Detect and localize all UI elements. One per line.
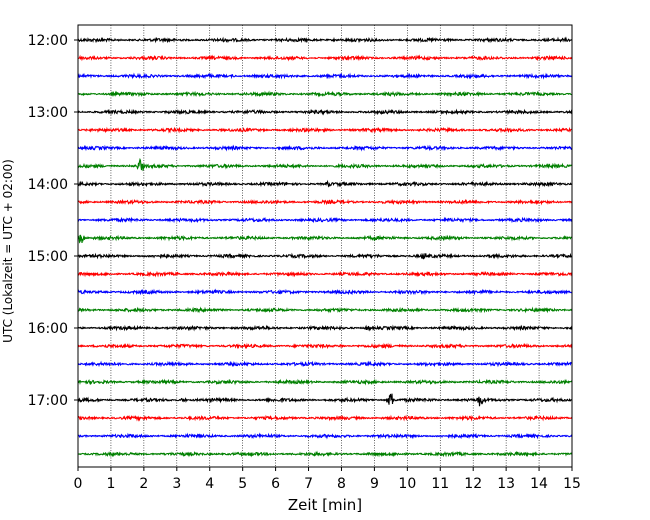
trace-line	[77, 342, 573, 350]
trace-line	[77, 72, 573, 80]
trace-line	[77, 216, 573, 224]
x-tick-label: 5	[238, 476, 247, 492]
x-tick-label: 1	[106, 476, 115, 492]
x-tick-label: 6	[271, 476, 280, 492]
x-tick-label: 0	[74, 476, 83, 492]
trace-line	[77, 126, 573, 134]
x-tick-label: 8	[337, 476, 346, 492]
x-tick-label: 7	[304, 476, 313, 492]
trace-line	[77, 432, 573, 440]
x-tick-label: 11	[431, 476, 449, 492]
y-axis: 12:00 13:00 14:00 15:00 16:00 17:00	[28, 33, 78, 409]
trace-line	[77, 36, 573, 44]
traces	[77, 36, 573, 458]
trace-line	[77, 324, 573, 332]
y-tick-label: 13:00	[28, 105, 68, 121]
y-tick-label: 16:00	[28, 321, 68, 337]
trace-line	[77, 393, 573, 407]
trace-line	[77, 90, 573, 98]
x-tick-label: 2	[139, 476, 148, 492]
y-tick-label: 12:00	[28, 33, 68, 49]
x-tick-label: 9	[370, 476, 379, 492]
y-tick-label: 17:00	[28, 393, 68, 409]
x-tick-label: 15	[563, 476, 581, 492]
trace-line	[77, 54, 573, 62]
y-axis-label: UTC (Lokalzeit = UTC + 02:00)	[1, 159, 15, 343]
trace-line	[77, 252, 573, 260]
grid-lines	[110, 25, 540, 467]
trace-line	[77, 306, 573, 314]
x-axis: 0 1 2 3 4 5 6 7 8 9 10 11 12 13 14 15	[74, 467, 581, 492]
trace-line	[77, 270, 573, 278]
x-tick-label: 3	[172, 476, 181, 492]
trace-line	[77, 108, 573, 116]
x-axis-label: Zeit [min]	[288, 496, 362, 514]
trace-line	[77, 157, 573, 172]
y-tick-label: 14:00	[28, 177, 68, 193]
x-tick-label: 13	[497, 476, 515, 492]
x-tick-label: 10	[398, 476, 416, 492]
trace-line	[77, 378, 573, 386]
trace-line	[77, 144, 573, 152]
trace-line	[77, 288, 573, 296]
x-tick-label: 12	[464, 476, 482, 492]
trace-line	[77, 360, 573, 368]
x-tick-label: 14	[530, 476, 548, 492]
trace-line	[77, 179, 573, 188]
trace-line	[77, 198, 573, 206]
x-tick-label: 4	[205, 476, 214, 492]
trace-line	[77, 234, 573, 244]
plot-frame	[77, 24, 573, 468]
trace-line	[77, 414, 573, 422]
y-tick-label: 15:00	[28, 249, 68, 265]
trace-line	[77, 450, 573, 458]
